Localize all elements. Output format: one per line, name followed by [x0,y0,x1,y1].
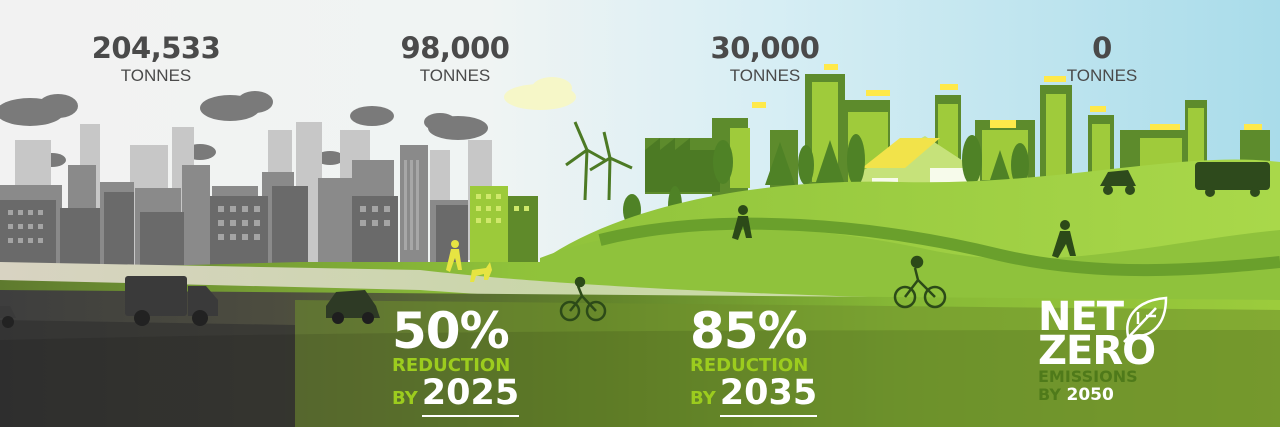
walker-dog-icon [446,240,492,282]
walker-icon [732,205,1076,258]
stat-2050: 0 TONNES [1002,30,1202,86]
net-zero-by: BY [1038,385,1061,404]
wind-turbines [565,121,633,201]
net-zero-line2: ZERO [1038,328,1156,374]
stat-value: 204,533 [91,31,221,65]
stat-unit: TONNES [729,66,801,85]
cyclist-icon [559,276,607,322]
target-2035: 85% REDUCTION BY 2035 [690,302,818,417]
stat-value: 0 [1092,31,1112,65]
clean-cloud [504,77,576,110]
target-year: 2035 [719,373,818,417]
car-left-icon [0,306,16,328]
stat-value: 30,000 [710,31,820,65]
stat-2035: 30,000 TONNES [665,30,865,86]
stat-value: 98,000 [400,31,510,65]
target-percent: 50% [392,302,510,360]
stat-baseline: 204,533 TONNES [56,30,256,86]
leaf-icon [1123,296,1168,343]
target-2025: 50% REDUCTION BY 2025 [392,302,520,417]
cyclist-2-icon [893,255,947,309]
target-by: BY [392,388,418,409]
target-label: REDUCTION [392,355,511,376]
net-zero-target: NET ZERO EMISSIONS BY 2050 [1038,294,1156,405]
stat-2025: 98,000 TONNES [355,30,555,86]
bus-icon [1195,162,1270,197]
stat-unit: TONNES [120,66,192,85]
car-green-icon [1100,170,1136,195]
net-zero-emissions: EMISSIONS [1038,367,1138,386]
target-percent: 85% [690,302,808,360]
truck-icon [125,276,218,326]
target-by: BY [690,388,716,409]
stat-unit: TONNES [1066,66,1138,85]
target-label: REDUCTION [690,355,809,376]
net-zero-year: 2050 [1066,385,1114,405]
stat-unit: TONNES [419,66,491,85]
target-year: 2025 [421,373,520,417]
net-zero-line1: NET [1038,294,1124,340]
car-icon [326,290,380,324]
